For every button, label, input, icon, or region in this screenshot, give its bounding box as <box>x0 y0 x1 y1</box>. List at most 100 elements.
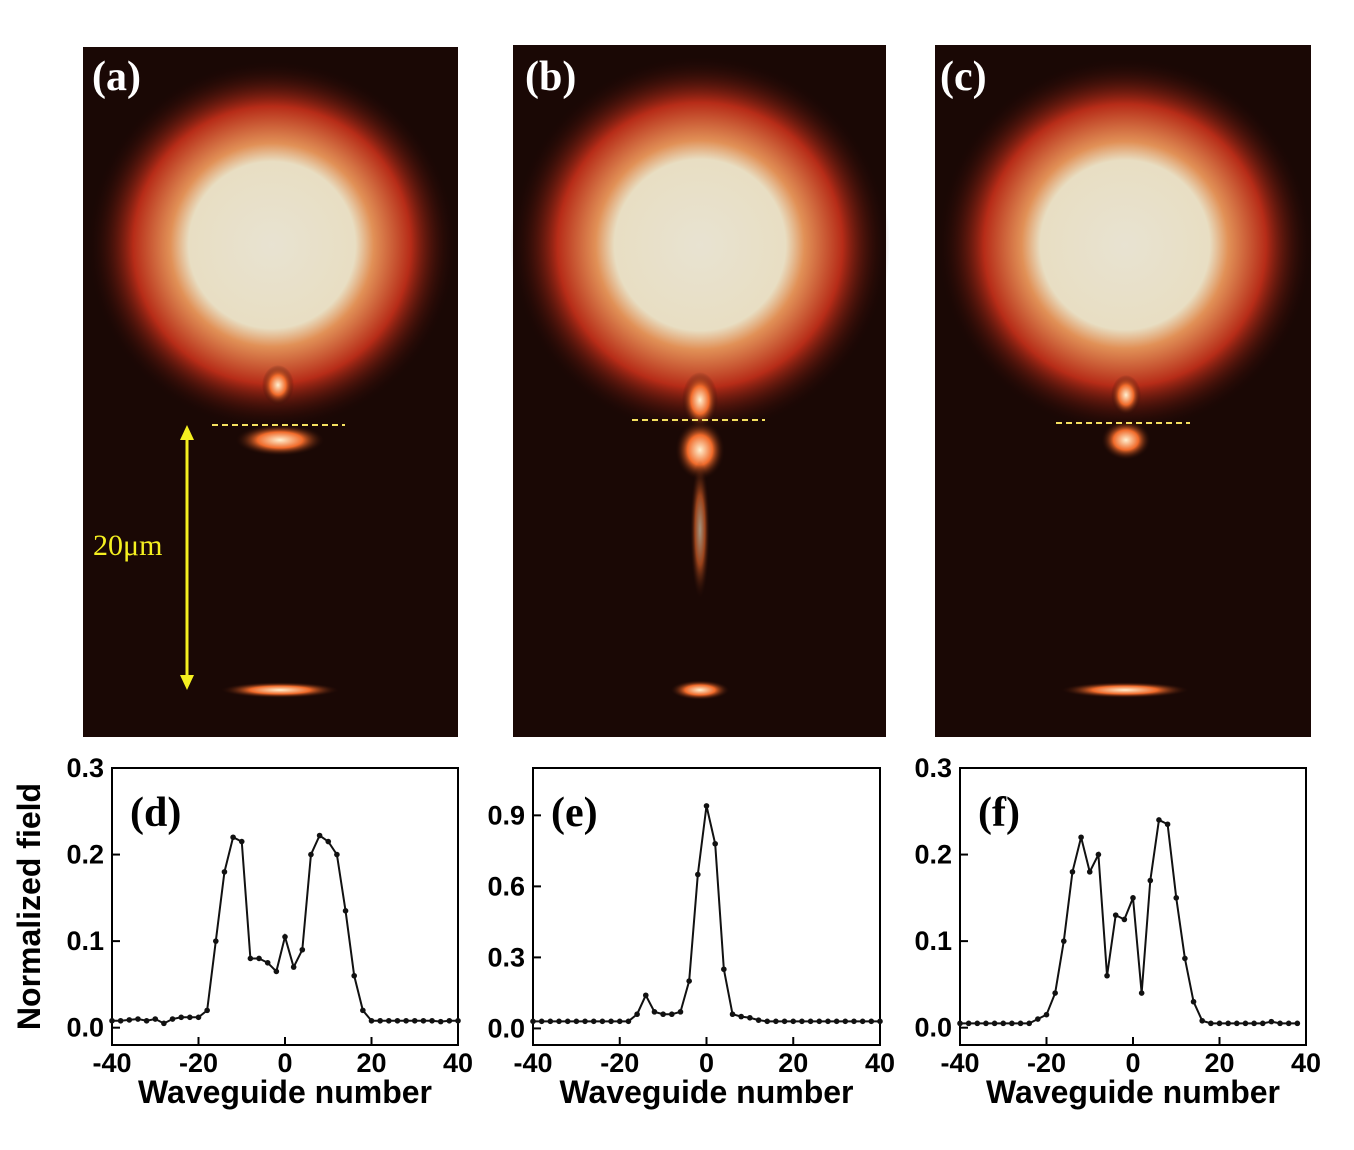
data-point <box>807 1018 814 1025</box>
data-point <box>394 1017 401 1024</box>
data-point <box>437 1018 444 1025</box>
data-point <box>1285 1020 1292 1027</box>
panel-label: (e) <box>551 790 598 836</box>
data-point <box>1199 1017 1205 1024</box>
data-point <box>204 1007 210 1014</box>
data-point <box>1147 877 1154 884</box>
data-point <box>178 1014 184 1021</box>
data-point <box>1164 821 1171 828</box>
y-tick-label: 0.9 <box>487 800 525 830</box>
data-point <box>109 1017 115 1024</box>
y-tick-label: 0.1 <box>66 926 104 956</box>
data-point <box>651 1009 658 1015</box>
data-point <box>1009 1020 1015 1027</box>
x-tick-label: 20 <box>1204 1048 1234 1078</box>
data-point <box>842 1018 849 1025</box>
data-point <box>1026 1020 1032 1027</box>
data-point <box>1216 1020 1223 1027</box>
data-point <box>429 1017 435 1024</box>
x-tick-label: 20 <box>356 1048 386 1078</box>
image-panel: (c) <box>935 45 1313 737</box>
data-point <box>1225 1020 1231 1027</box>
image-panel: (a) 20μm <box>83 47 458 737</box>
x-axis-label: Waveguide number <box>986 1074 1280 1110</box>
data-point <box>825 1018 831 1025</box>
y-tick-label: 0.2 <box>66 840 104 870</box>
data-point <box>1086 869 1093 875</box>
data-point <box>868 1018 875 1025</box>
data-point <box>1121 916 1128 923</box>
panel-label: (d) <box>130 790 181 836</box>
data-point <box>790 1018 797 1025</box>
data-point <box>1061 938 1067 944</box>
data-point <box>334 851 340 858</box>
panel-label: (b) <box>525 54 576 100</box>
data-point <box>238 838 245 845</box>
data-point <box>1095 851 1102 858</box>
data-point <box>582 1018 588 1025</box>
y-tick-label: 0.3 <box>914 753 952 783</box>
data-point <box>1259 1020 1266 1027</box>
data-point <box>877 1018 883 1025</box>
data-point <box>308 851 314 858</box>
x-tick-label: -40 <box>513 1048 552 1078</box>
data-point <box>599 1018 606 1025</box>
data-point <box>764 1018 771 1025</box>
panel-label: (f) <box>978 790 1020 836</box>
data-point <box>851 1018 857 1025</box>
data-point <box>126 1017 133 1023</box>
scale-label: 20μm <box>93 529 162 562</box>
data-point <box>729 1011 736 1018</box>
data-point <box>1017 1020 1024 1027</box>
data-point <box>1138 990 1145 996</box>
x-tick-label: -20 <box>1027 1048 1066 1078</box>
x-tick-label: 0 <box>277 1048 292 1078</box>
data-point <box>781 1018 788 1025</box>
x-axis-label: Waveguide number <box>138 1074 432 1110</box>
x-tick-label: 0 <box>699 1048 714 1078</box>
data-point <box>342 908 349 914</box>
data-point <box>660 1011 666 1018</box>
data-point <box>1234 1020 1240 1027</box>
data-point <box>1182 955 1188 962</box>
data-point <box>816 1018 823 1025</box>
data-point <box>455 1017 461 1024</box>
data-point <box>530 1018 536 1025</box>
x-tick-label: 40 <box>1291 1048 1321 1078</box>
image-panel: (b) <box>510 45 890 737</box>
data-point <box>1294 1020 1301 1027</box>
x-tick-label: 20 <box>778 1048 808 1078</box>
data-point <box>290 964 297 970</box>
data-point <box>386 1017 392 1024</box>
y-tick-label: 0.0 <box>914 1013 952 1043</box>
x-tick-label: 0 <box>1125 1048 1140 1078</box>
y-axis-label: Normalized field <box>11 783 47 1030</box>
x-tick-label: -40 <box>92 1048 131 1078</box>
data-point <box>1130 895 1136 901</box>
data-point <box>859 1018 866 1025</box>
panel-label: (c) <box>940 54 987 100</box>
data-point <box>230 834 236 841</box>
data-point <box>273 968 280 975</box>
y-tick-label: 0.0 <box>66 1013 104 1043</box>
data-point <box>608 1018 614 1025</box>
data-point <box>974 1020 981 1027</box>
data-point <box>755 1017 762 1023</box>
data-point <box>1069 869 1076 875</box>
data-point <box>1208 1020 1214 1027</box>
data-point <box>616 1018 623 1025</box>
y-tick-label: 0.0 <box>487 1013 525 1043</box>
data-point <box>573 1018 580 1025</box>
data-point <box>833 1018 840 1025</box>
data-point <box>1078 834 1084 841</box>
panel-label: (a) <box>92 54 141 100</box>
data-line <box>960 818 1298 1025</box>
data-point <box>360 1007 366 1014</box>
data-point <box>642 992 649 999</box>
data-point <box>195 1014 202 1021</box>
data-point <box>299 946 306 953</box>
data-point <box>538 1018 545 1025</box>
y-tick-label: 0.1 <box>914 926 952 956</box>
data-point <box>721 966 727 973</box>
